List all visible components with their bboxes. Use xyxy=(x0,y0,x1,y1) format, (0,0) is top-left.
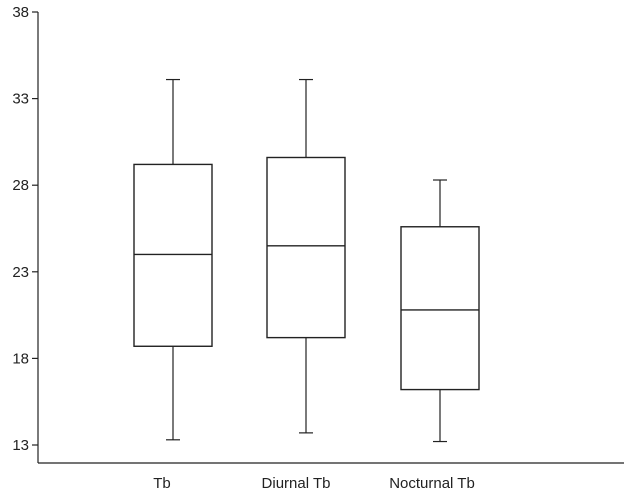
box-group xyxy=(266,78,346,434)
y-tick-label: 18 xyxy=(12,350,29,367)
category-labels: Tb Diurnal Tb Nocturnal Tb xyxy=(153,475,475,492)
boxes xyxy=(133,78,480,443)
x-category-label: Tb xyxy=(153,475,171,492)
y-tick-label: 23 xyxy=(12,264,29,281)
y-ticks: 13 18 23 28 33 38 xyxy=(12,4,38,454)
y-tick-label: 13 xyxy=(12,437,29,454)
box-group xyxy=(133,78,213,441)
iqr-box xyxy=(266,156,346,339)
iqr-box xyxy=(400,226,480,391)
y-tick-label: 28 xyxy=(12,177,29,194)
iqr-box xyxy=(133,163,213,347)
y-tick-label: 33 xyxy=(12,91,29,108)
x-category-label: Diurnal Tb xyxy=(262,475,331,492)
box-group xyxy=(400,179,480,443)
x-category-label: Nocturnal Tb xyxy=(389,475,475,492)
y-tick-label: 38 xyxy=(12,4,29,21)
axes: 13 18 23 28 33 38 xyxy=(12,4,624,464)
